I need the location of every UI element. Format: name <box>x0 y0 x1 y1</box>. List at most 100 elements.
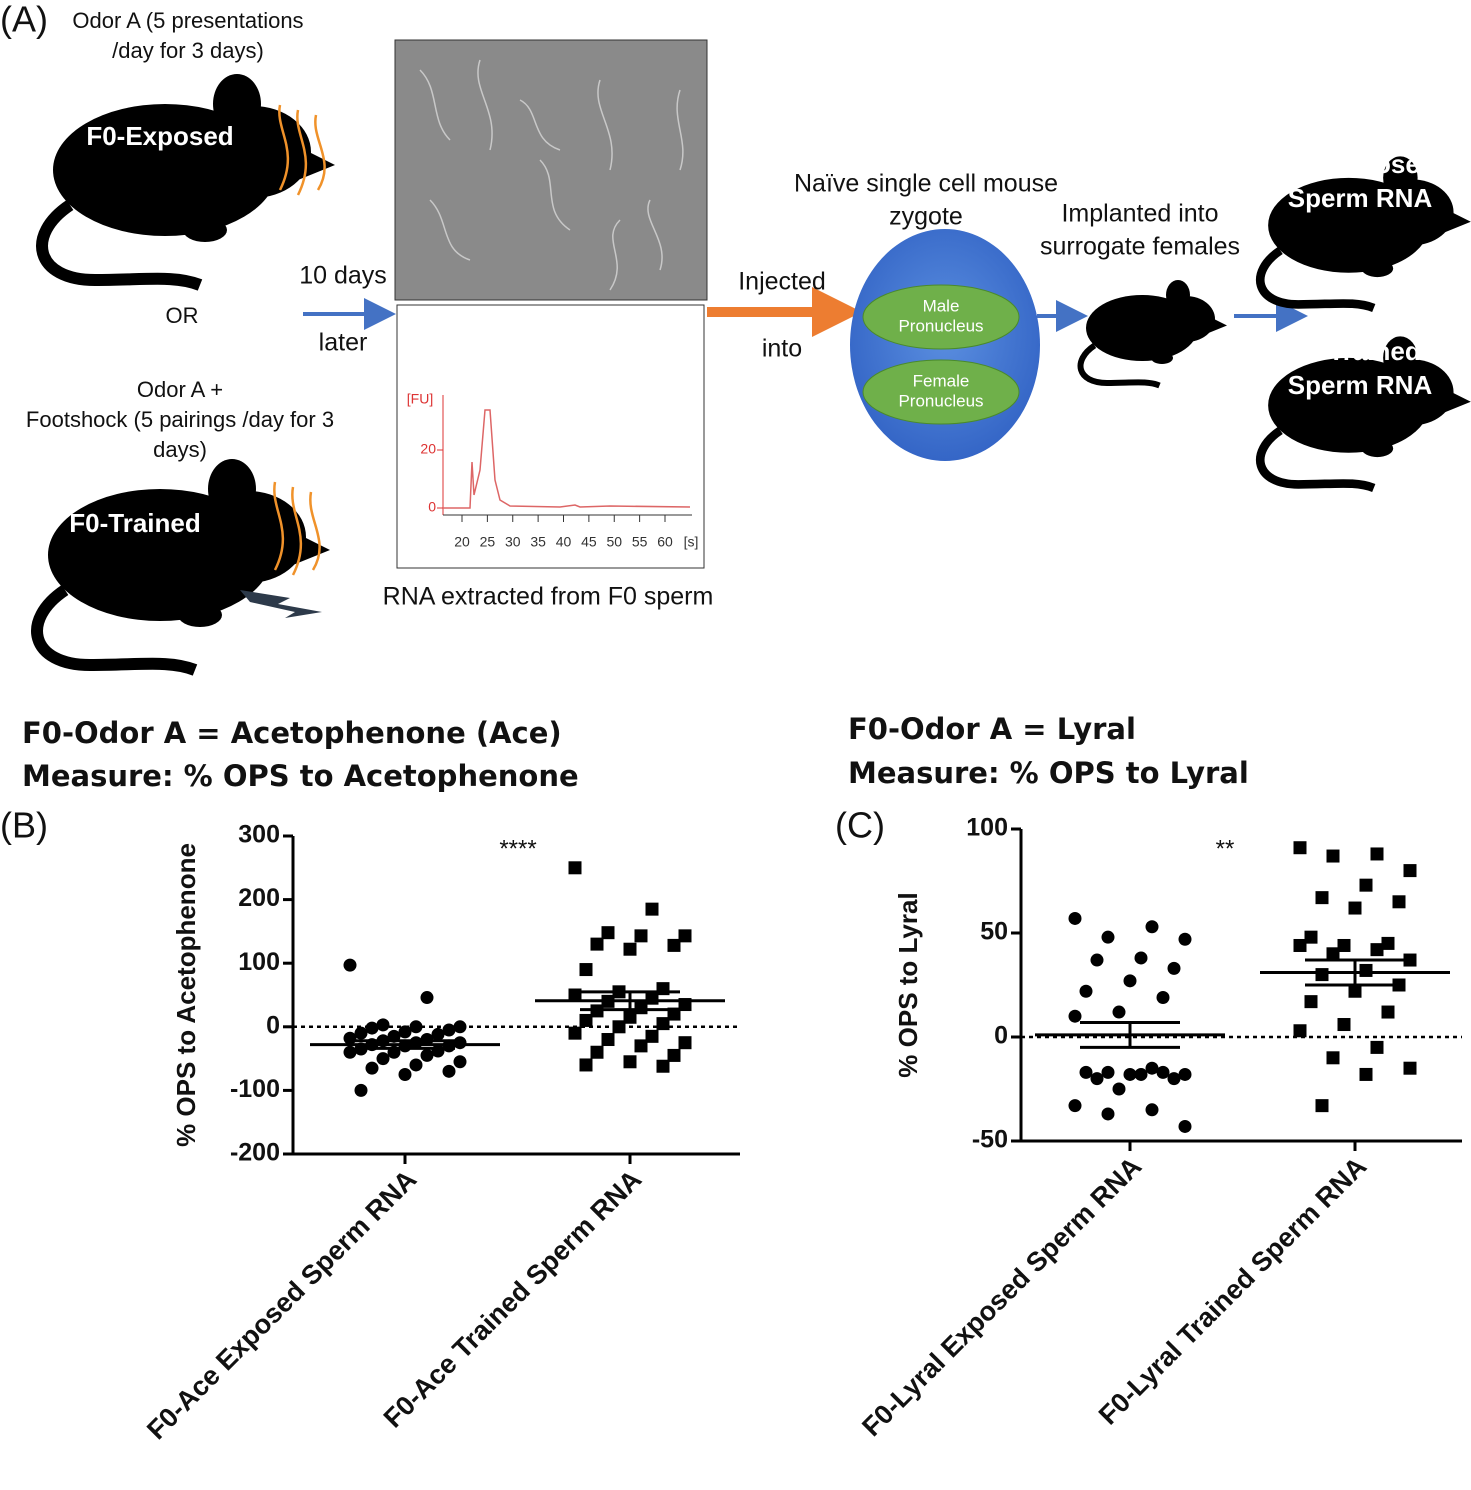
y-tick-label: 100 <box>238 948 280 976</box>
trace-inset <box>396 304 705 569</box>
data-point <box>1315 1099 1329 1113</box>
data-point <box>1068 911 1082 925</box>
x-tick-label: F0-Lyral Trained Sperm RNA <box>1093 1151 1372 1430</box>
data-point <box>1359 878 1373 892</box>
pronucleus-label: Female <box>913 371 970 390</box>
data-point <box>1337 938 1351 952</box>
data-point <box>442 1023 456 1037</box>
protocol-text: /day for 3 days) <box>112 38 264 63</box>
data-point <box>1167 961 1181 975</box>
mouse-icon <box>1081 280 1227 386</box>
annotation: **** <box>499 835 536 862</box>
data-point <box>568 861 582 875</box>
data-point <box>453 1020 467 1034</box>
caption: RNA extracted from F0 sperm <box>383 583 714 611</box>
data-point <box>1156 990 1170 1004</box>
data-point <box>343 958 357 972</box>
y-tick-label: -200 <box>230 1139 280 1167</box>
data-point <box>1134 1067 1148 1081</box>
data-point <box>1293 841 1307 855</box>
data-point <box>1090 953 1104 967</box>
data-point <box>409 1020 423 1034</box>
protocol-text: days) <box>153 437 207 462</box>
arrow-label: later <box>319 329 368 357</box>
trace-tick-label: 20 <box>454 534 470 550</box>
y-tick-label: -50 <box>972 1126 1008 1154</box>
chart-title: F0-Odor A = Acetophenone (Ace) <box>22 716 562 750</box>
data-point <box>1079 984 1093 998</box>
data-point <box>343 1045 357 1059</box>
trace-unit: [s] <box>684 534 699 550</box>
data-point <box>1359 1067 1373 1081</box>
data-point <box>1326 1051 1340 1065</box>
data-point <box>1112 1082 1126 1096</box>
data-point <box>453 1036 467 1050</box>
data-point <box>1370 847 1384 861</box>
data-point <box>623 942 637 956</box>
data-point <box>1123 1067 1137 1081</box>
data-point <box>678 1036 692 1050</box>
data-point <box>656 1017 670 1031</box>
data-point <box>1145 1103 1159 1117</box>
trace-tick-label: 30 <box>505 534 521 550</box>
mouse-icon <box>1260 156 1471 308</box>
trace-tick-label: 45 <box>581 534 597 550</box>
zygote-label: Naïve single cell mouse <box>794 170 1058 198</box>
data-point <box>667 1048 681 1062</box>
data-point <box>1403 953 1417 967</box>
trace-tick-label: 55 <box>632 534 648 550</box>
data-point <box>579 963 593 977</box>
data-point <box>656 1059 670 1073</box>
panel-label: (C) <box>835 805 885 846</box>
data-point <box>1178 932 1192 946</box>
arrow-label: Injected <box>738 268 826 296</box>
panel-label: (A) <box>0 0 48 40</box>
pronucleus <box>862 284 1020 350</box>
data-point <box>1370 1040 1384 1054</box>
data-point <box>1123 974 1137 988</box>
data-point <box>579 1013 593 1027</box>
data-point <box>354 1026 368 1040</box>
data-point <box>1381 1005 1395 1019</box>
data-point <box>634 1039 648 1053</box>
data-point <box>343 1031 357 1045</box>
data-point <box>1156 1065 1170 1079</box>
trace-tick-label: 20 <box>420 441 436 457</box>
mouse-label: F0-Trained <box>1289 336 1420 366</box>
implant-label: Implanted into <box>1061 200 1218 228</box>
data-point <box>1178 1119 1192 1133</box>
data-point <box>1348 984 1362 998</box>
data-point <box>376 1018 390 1032</box>
panel-label: (B) <box>0 805 48 846</box>
data-point <box>612 1020 626 1034</box>
data-point <box>1145 920 1159 934</box>
data-point <box>1392 895 1406 909</box>
data-point <box>645 1029 659 1043</box>
zygote-label: zygote <box>889 203 963 231</box>
mouse-label: Sperm RNA <box>1288 370 1433 400</box>
data-point <box>1326 947 1340 961</box>
y-tick-label: 100 <box>966 814 1008 842</box>
data-point <box>1359 963 1373 977</box>
data-point <box>1370 943 1384 957</box>
data-point <box>1101 1065 1115 1079</box>
data-point <box>1293 1024 1307 1038</box>
x-tick-label: F0-Ace Trained Sperm RNA <box>378 1164 647 1433</box>
data-point <box>667 938 681 952</box>
arrow-label: into <box>762 335 802 363</box>
data-point <box>1090 1072 1104 1086</box>
mouse-label: F0-Exposed <box>1288 149 1435 179</box>
data-point <box>1304 930 1318 944</box>
shock-icon <box>240 590 322 618</box>
data-point <box>1348 901 1362 915</box>
x-tick-label: F0-Ace Exposed Sperm RNA <box>141 1164 422 1445</box>
data-point <box>1112 1005 1126 1019</box>
mouse-label: F0-Exposed <box>86 121 233 151</box>
data-point <box>365 1061 379 1075</box>
data-point <box>568 1026 582 1040</box>
data-point <box>590 937 604 951</box>
data-point <box>1134 951 1148 965</box>
data-point <box>1304 995 1318 1009</box>
data-point <box>376 1052 390 1066</box>
data-point <box>453 1055 467 1069</box>
